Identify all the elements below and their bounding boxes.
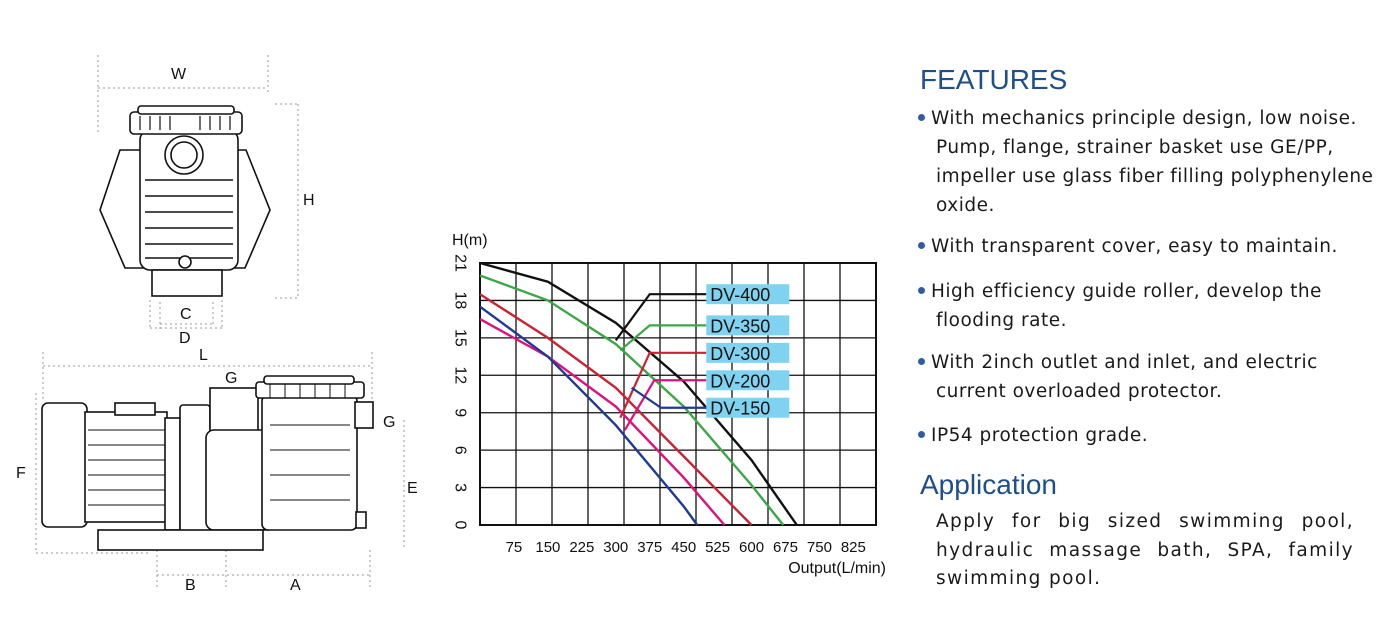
legend-leader-dv-150 [630,386,707,409]
dim-label-f: F [16,465,26,482]
dim-label-l: L [199,347,208,364]
feature-text: High efficiency guide roller, develop th… [931,281,1322,331]
x-tick-label: 150 [535,539,560,556]
x-tick-label: 375 [637,539,662,556]
series-line-dv-200 [479,318,726,526]
x-tick-label: 750 [807,539,832,556]
x-tick-label: 600 [739,539,764,556]
x-tick-label: 300 [603,539,628,556]
series-line-dv-300 [479,293,753,526]
y-tick-label: 12 [452,366,469,384]
side-view [41,375,374,551]
feature-item: With 2inch outlet and inlet, and electri… [918,348,1374,406]
bullet-icon [918,286,925,294]
dim-label-e: E [407,480,418,497]
feature-item: With mechanics principle design, low noi… [918,104,1374,220]
feature-item: High efficiency guide roller, develop th… [918,277,1374,335]
y-axis-label: H(m) [452,232,488,249]
legend-box-dv-350 [706,315,790,336]
legend-leader-dv-350 [619,324,707,352]
y-tick-label: 9 [452,408,469,417]
legend-box-dv-300 [706,342,790,363]
legend-label-dv-350: DV-350 [710,316,770,336]
feature-text: With transparent cover, easy to maintain… [931,236,1338,257]
series-line-dv-150 [479,305,699,526]
application-title: Application [920,469,1057,500]
chart-legend: DV-400 DV-350 DV-300 DV-200 DV-150 [614,284,790,431]
dim-label-w: W [171,66,187,83]
bullet-icon [918,357,925,365]
front-view [99,105,271,297]
chart-ticks: 75 150 225 300 375 450 525 600 675 750 825 0 3 6 9 12 15… [452,254,866,556]
dim-label-h: H [303,192,315,209]
dim-label-d: D [179,330,191,347]
y-tick-label: 0 [452,521,469,530]
x-tick-label: 525 [705,539,730,556]
dim-label-a: A [290,577,301,594]
bullet-icon [918,113,925,121]
bullet-icon [918,430,925,438]
x-tick-label: 825 [841,539,866,556]
dim-label-g-top: G [225,370,238,387]
x-tick-label: 75 [506,539,523,556]
feature-text: With mechanics principle design, low noi… [931,108,1374,216]
legend-label-dv-200: DV-200 [710,371,770,391]
dim-label-b: B [185,577,196,594]
pump-drawings [35,55,405,590]
legend-leader-dv-300 [619,351,707,419]
legend-box-dv-400 [706,284,790,305]
dim-label-c: C [180,306,192,323]
legend-label-dv-150: DV-150 [710,399,770,419]
y-tick-label: 18 [452,292,469,310]
series-line-dv-350 [479,274,785,526]
legend-label-dv-300: DV-300 [710,344,770,364]
bullet-icon [918,241,925,249]
x-tick-label: 675 [773,539,798,556]
x-axis-label: Output(L/min) [788,560,886,577]
feature-item: IP54 protection grade. [918,421,1374,450]
legend-label-dv-400: DV-400 [710,285,770,305]
y-tick-label: 21 [452,254,469,272]
y-tick-label: 15 [452,329,469,347]
y-tick-label: 6 [452,446,469,455]
chart-grid [479,262,877,526]
feature-text: IP54 protection grade. [931,425,1149,446]
plot-frame [479,262,877,526]
dim-label-g-side: G [383,414,396,431]
legend-leader-dv-400 [614,293,707,342]
legend-box-dv-150 [706,397,790,418]
legend-box-dv-200 [706,370,790,391]
application-text: Apply for big sized swimming pool, hydra… [936,511,1354,589]
chart-curves [479,261,798,526]
legend-leader-dv-200 [623,379,707,431]
feature-item: With transparent cover, easy to maintain… [918,232,1374,261]
x-tick-label: 450 [671,539,696,556]
x-tick-label: 225 [569,539,594,556]
feature-text: With 2inch outlet and inlet, and electri… [931,352,1318,402]
y-tick-label: 3 [452,483,469,492]
features-title: FEATURES [920,64,1068,95]
